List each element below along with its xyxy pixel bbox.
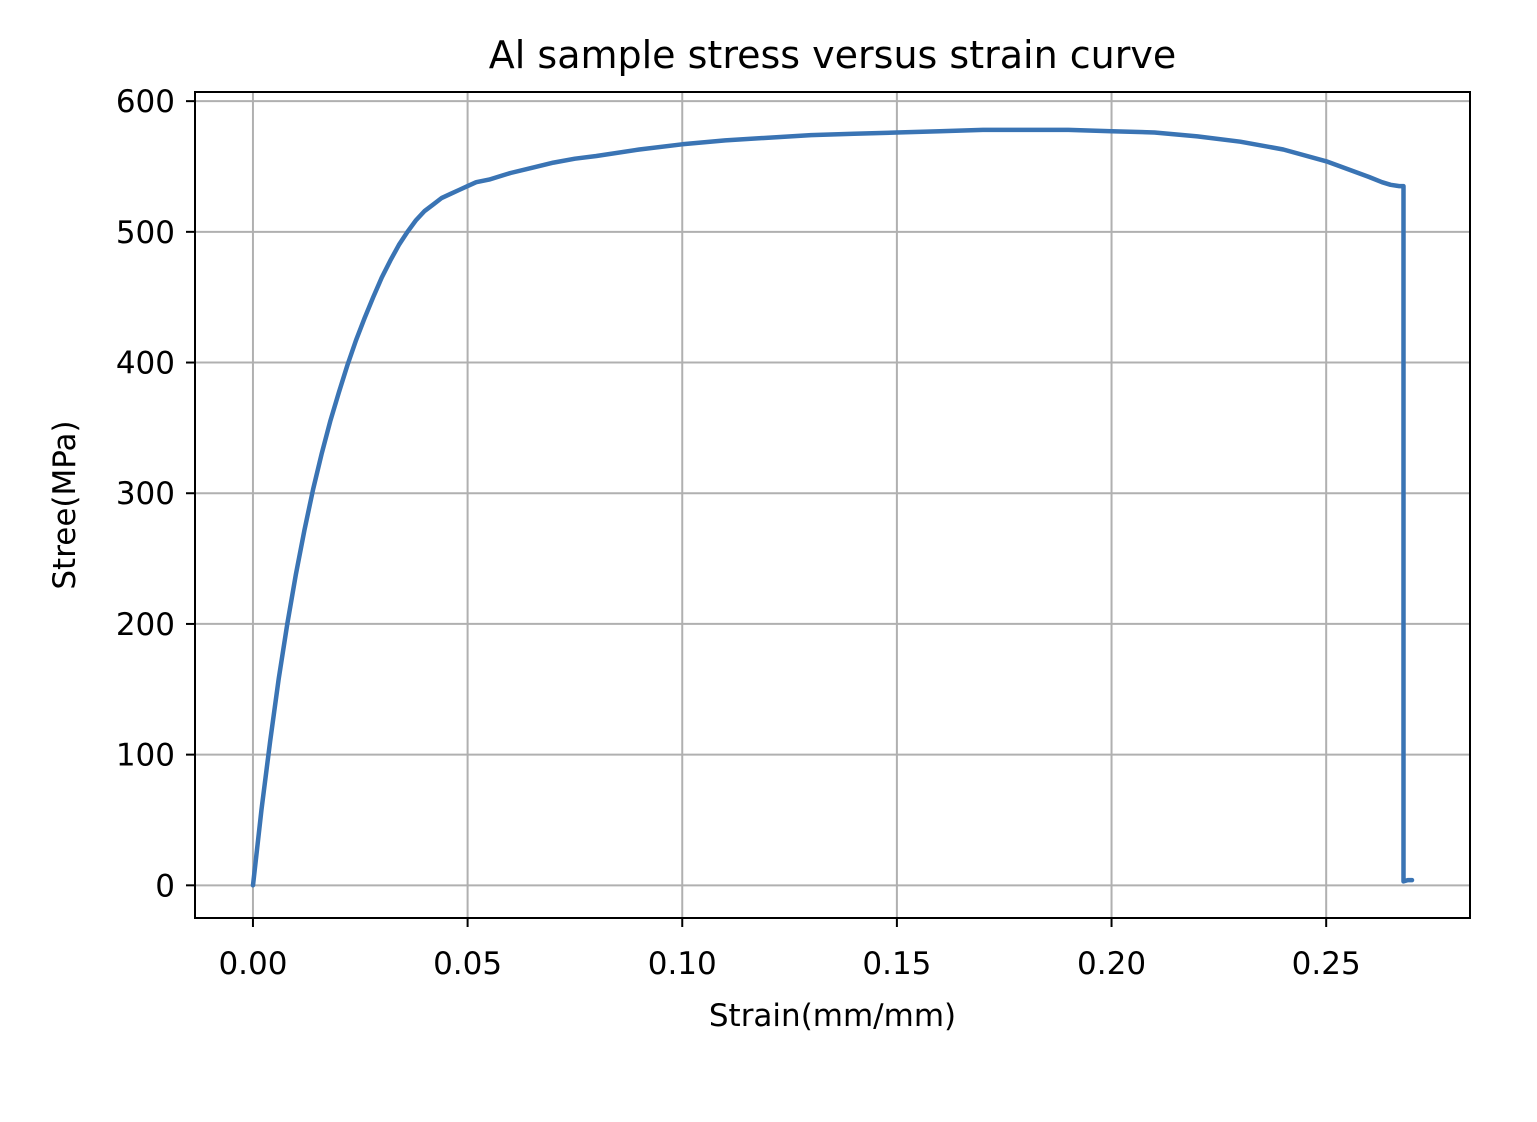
x-axis-label: Strain(mm/mm) [709, 998, 956, 1034]
plot-area [250, 127, 1415, 888]
grid [195, 92, 1470, 918]
y-tick-label: 500 [116, 215, 175, 251]
y-tick-label: 400 [116, 346, 175, 382]
y-axis-label: Stree(MPa) [47, 420, 83, 589]
y-tick-label: 300 [116, 476, 175, 512]
y-tick-label: 600 [116, 84, 175, 120]
x-tick-label: 0.05 [433, 946, 502, 982]
x-tick-label: 0.25 [1292, 946, 1361, 982]
y-tick-label: 0 [155, 868, 175, 904]
x-tick-label: 0.20 [1077, 946, 1146, 982]
x-tick-label: 0.00 [218, 946, 287, 982]
x-tick-label: 0.15 [862, 946, 931, 982]
y-tick-label: 200 [116, 607, 175, 643]
x-tick-label: 0.10 [648, 946, 717, 982]
ticks: 0.00 0.05 0.10 0.15 0.20 0.25 0 100 200 300 400 500… [116, 84, 1361, 982]
series-line-0 [250, 127, 1415, 888]
chart-title: Al sample stress versus strain curve [489, 33, 1176, 77]
y-tick-label: 100 [116, 738, 175, 774]
axes-frame [194, 91, 1471, 919]
